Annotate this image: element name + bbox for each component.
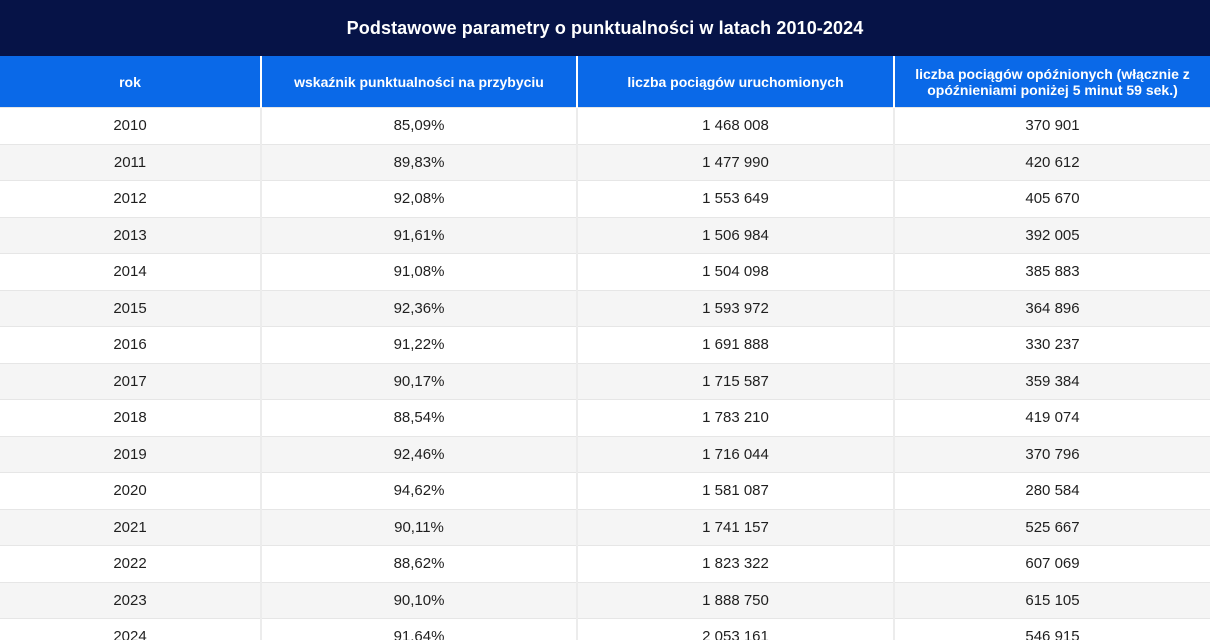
cell-year: 2019 [0, 435, 261, 473]
cell-trains-delayed: 546 915 [893, 618, 1210, 640]
table-row: 2013 91,61% 1 506 984 392 005 [0, 216, 1210, 254]
cell-punctuality-index: 92,08% [260, 180, 577, 217]
table-row: 2023 90,10% 1 888 750 615 105 [0, 581, 1210, 619]
cell-trains-delayed: 525 667 [893, 508, 1210, 546]
table-header: rok wskaźnik punktualności na przybyciu … [0, 56, 1210, 108]
cell-year: 2022 [0, 545, 261, 582]
cell-trains-run: 1 477 990 [576, 143, 894, 181]
cell-year: 2010 [0, 107, 261, 144]
cell-trains-run: 1 691 888 [576, 326, 894, 363]
cell-punctuality-index: 91,22% [260, 326, 577, 363]
cell-year: 2020 [0, 472, 261, 509]
table-row: 2024 91,64% 2 053 161 546 915 [0, 618, 1210, 640]
cell-punctuality-index: 92,46% [260, 435, 577, 473]
cell-punctuality-index: 88,54% [260, 399, 577, 436]
table-row: 2021 90,11% 1 741 157 525 667 [0, 508, 1210, 546]
cell-trains-run: 1 553 649 [576, 180, 894, 217]
cell-trains-run: 1 468 008 [576, 107, 894, 144]
cell-trains-run: 1 715 587 [576, 362, 894, 400]
table-row: 2010 85,09% 1 468 008 370 901 [0, 107, 1210, 144]
table-row: 2014 91,08% 1 504 098 385 883 [0, 253, 1210, 290]
cell-year: 2017 [0, 362, 261, 400]
cell-trains-delayed: 370 901 [893, 107, 1210, 144]
punctuality-table: rok wskaźnik punktualności na przybyciu … [0, 56, 1210, 640]
cell-trains-delayed: 419 074 [893, 399, 1210, 436]
cell-trains-delayed: 385 883 [893, 253, 1210, 290]
table-row: 2016 91,22% 1 691 888 330 237 [0, 326, 1210, 363]
cell-year: 2011 [0, 143, 261, 181]
cell-punctuality-index: 88,62% [260, 545, 577, 582]
cell-year: 2023 [0, 581, 261, 619]
table-row: 2018 88,54% 1 783 210 419 074 [0, 399, 1210, 436]
header-trains-delayed: liczba pociągów opóźnionych (włącznie z … [893, 56, 1210, 108]
cell-trains-delayed: 370 796 [893, 435, 1210, 473]
header-punctuality-index: wskaźnik punktualności na przybyciu [260, 56, 577, 108]
table-row: 2022 88,62% 1 823 322 607 069 [0, 545, 1210, 582]
cell-year: 2014 [0, 253, 261, 290]
cell-trains-run: 1 783 210 [576, 399, 894, 436]
cell-punctuality-index: 90,17% [260, 362, 577, 400]
table-title: Podstawowe parametry o punktualności w l… [0, 0, 1210, 56]
cell-year: 2021 [0, 508, 261, 546]
cell-year: 2024 [0, 618, 261, 640]
cell-trains-run: 1 716 044 [576, 435, 894, 473]
cell-punctuality-index: 91,08% [260, 253, 577, 290]
cell-trains-delayed: 364 896 [893, 289, 1210, 327]
cell-punctuality-index: 91,64% [260, 618, 577, 640]
cell-trains-delayed: 359 384 [893, 362, 1210, 400]
cell-trains-run: 1 823 322 [576, 545, 894, 582]
table-row: 2019 92,46% 1 716 044 370 796 [0, 435, 1210, 473]
table-body: 2010 85,09% 1 468 008 370 901 2011 89,83% 1 47… [0, 107, 1210, 640]
cell-trains-delayed: 392 005 [893, 216, 1210, 254]
cell-punctuality-index: 89,83% [260, 143, 577, 181]
cell-year: 2018 [0, 399, 261, 436]
header-year: rok [0, 56, 261, 108]
cell-trains-run: 1 581 087 [576, 472, 894, 509]
cell-trains-run: 2 053 161 [576, 618, 894, 640]
header-row: rok wskaźnik punktualności na przybyciu … [0, 56, 1210, 108]
cell-year: 2016 [0, 326, 261, 363]
cell-trains-run: 1 506 984 [576, 216, 894, 254]
table-row: 2011 89,83% 1 477 990 420 612 [0, 143, 1210, 181]
cell-trains-delayed: 607 069 [893, 545, 1210, 582]
table-row: 2012 92,08% 1 553 649 405 670 [0, 180, 1210, 217]
cell-trains-delayed: 615 105 [893, 581, 1210, 619]
cell-trains-delayed: 405 670 [893, 180, 1210, 217]
cell-punctuality-index: 91,61% [260, 216, 577, 254]
cell-trains-run: 1 888 750 [576, 581, 894, 619]
cell-trains-delayed: 330 237 [893, 326, 1210, 363]
cell-trains-delayed: 280 584 [893, 472, 1210, 509]
cell-year: 2012 [0, 180, 261, 217]
cell-trains-run: 1 593 972 [576, 289, 894, 327]
cell-trains-delayed: 420 612 [893, 143, 1210, 181]
cell-punctuality-index: 90,10% [260, 581, 577, 619]
cell-year: 2013 [0, 216, 261, 254]
table-row: 2017 90,17% 1 715 587 359 384 [0, 362, 1210, 400]
cell-punctuality-index: 92,36% [260, 289, 577, 327]
cell-trains-run: 1 504 098 [576, 253, 894, 290]
cell-punctuality-index: 94,62% [260, 472, 577, 509]
table-row: 2020 94,62% 1 581 087 280 584 [0, 472, 1210, 509]
cell-year: 2015 [0, 289, 261, 327]
header-trains-run: liczba pociągów uruchomionych [576, 56, 894, 108]
table-row: 2015 92,36% 1 593 972 364 896 [0, 289, 1210, 327]
cell-punctuality-index: 90,11% [260, 508, 577, 546]
cell-punctuality-index: 85,09% [260, 107, 577, 144]
cell-trains-run: 1 741 157 [576, 508, 894, 546]
